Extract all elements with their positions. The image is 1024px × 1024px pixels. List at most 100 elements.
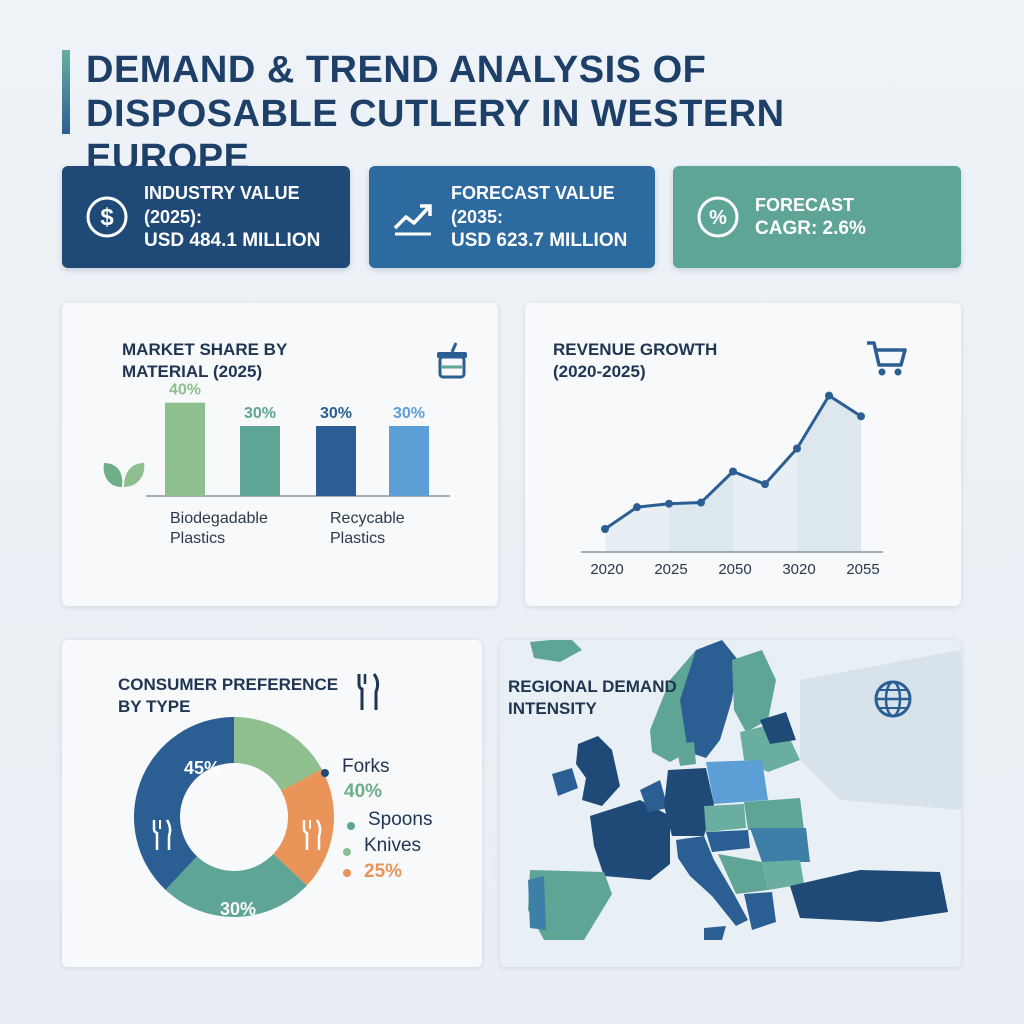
trend-up-icon [393, 204, 432, 236]
map-france [590, 800, 670, 880]
bar-value-label-1: 30% [244, 405, 276, 422]
map-greece [744, 892, 776, 930]
kpi-cagr-label: FORECAST [755, 195, 854, 215]
legend-pct-2: 25% [364, 861, 403, 882]
revenue-growth-card: REVENUE GROWTH (2020-2025) 2020 2025 2050 3… [525, 303, 961, 606]
kpi-industry-value: $ INDUSTRY VALUE (2025): USD 484.1 MILLI… [62, 166, 350, 268]
legend-label-spoons: Spoons [368, 809, 433, 830]
svg-text:%: % [709, 207, 727, 229]
fork-knife-glyph-left-icon [152, 819, 172, 850]
map-balkans [718, 854, 768, 894]
legend-dot-orange [343, 869, 351, 877]
kpi-forecast-value: FORECAST VALUE (2035: USD 623.7 MILLION [369, 166, 655, 268]
map-portugal [528, 876, 546, 930]
preference-donut-chart: 45% 30% [134, 717, 335, 919]
page-title: DEMAND & TREND ANALYSIS OF DISPOSABLE CU… [86, 49, 785, 179]
donut-label-2: 30% [220, 899, 256, 919]
bar-2 [316, 426, 356, 496]
europe-map [528, 640, 961, 940]
bar-value-label-0: 40% [169, 382, 201, 399]
kpi-cagr-value-text: CAGR: 2.6% [755, 218, 866, 239]
legend-label-knives: Knives [364, 835, 422, 856]
map-iceland [530, 640, 582, 662]
title-block: DEMAND & TREND ANALYSIS OF DISPOSABLE CU… [62, 48, 962, 179]
kpi-industry-value-text: USD 484.1 MILLION [144, 230, 321, 251]
svg-text:$: $ [100, 204, 114, 231]
map-norway [650, 650, 696, 762]
market-share-card: MARKET SHARE BY MATERIAL (2025) 40% 30% 30… [62, 303, 498, 606]
legend-dot-spoons [347, 822, 355, 830]
revenue-point-0 [601, 525, 609, 533]
cup-icon [437, 342, 467, 379]
bar-category-label-2: Recycable Plastics [330, 510, 405, 547]
bar-category-label-1: Biodegadable Plastics [170, 510, 268, 547]
revenue-point-8 [857, 412, 865, 421]
market-share-title: MARKET SHARE BY MATERIAL (2025) [122, 340, 288, 381]
map-germany [664, 768, 714, 836]
revenue-x-tick-0: 2020 [590, 561, 623, 578]
market-share-bar-chart: 40% 30% 30% 30% [146, 382, 450, 497]
leaf-icon [103, 463, 145, 487]
revenue-point-6 [793, 444, 801, 453]
bar-0 [165, 402, 205, 496]
donut-slice-navy [134, 717, 234, 890]
map-turkey [790, 870, 948, 922]
kpi-industry-label: INDUSTRY VALUE (2025): [144, 183, 300, 227]
map-poland [706, 760, 768, 804]
revenue-point-1 [633, 503, 641, 512]
map-denmark [676, 742, 696, 766]
map-italy [676, 836, 748, 926]
map-ireland [552, 768, 578, 796]
revenue-area-panel-2 [733, 448, 797, 552]
map-czech [704, 804, 746, 832]
donut-slice-teal [165, 853, 307, 917]
map-romania [750, 828, 810, 862]
kpi-cagr: % FORECAST CAGR: 2.6% [673, 166, 961, 268]
regional-demand-card: REGIONAL DEMAND INTENSITY [500, 640, 961, 967]
map-ukraine-west [744, 798, 804, 830]
revenue-point-4 [729, 467, 737, 476]
revenue-x-tick-1: 2025 [654, 561, 687, 578]
cart-icon [867, 341, 907, 376]
map-bulgaria [762, 860, 804, 890]
regional-title: REGIONAL DEMAND INTENSITY [508, 677, 677, 718]
title-accent-bar [62, 50, 70, 134]
legend-dot-forks [321, 769, 329, 777]
revenue-x-tick-2: 2050 [718, 561, 751, 578]
revenue-x-tick-3: 3020 [782, 561, 815, 578]
kpi-forecast-value-text: USD 623.7 MILLION [451, 230, 628, 251]
preference-title: CONSUMER PREFERENCE BY TYPE [118, 675, 339, 716]
fork-knife-glyph-right-icon [302, 819, 322, 850]
legend-dot-knives [343, 848, 351, 856]
revenue-area-panel-0 [605, 503, 669, 552]
map-spain [528, 870, 612, 940]
kpi-forecast-label: FORECAST VALUE (2035: [451, 183, 615, 227]
bar-value-label-2: 30% [320, 405, 352, 422]
revenue-x-tick-4: 2055 [846, 561, 879, 578]
donut-slice-light-green [234, 717, 322, 791]
percent-icon: % [697, 196, 739, 238]
bar-3 [389, 426, 429, 496]
bar-1 [240, 426, 280, 496]
map-finland [732, 650, 776, 732]
map-austria [706, 830, 750, 852]
map-estonia [760, 712, 796, 744]
revenue-area-panel-1 [669, 471, 733, 552]
revenue-growth-title: REVENUE GROWTH (2020-2025) [553, 340, 718, 381]
map-uk [576, 736, 620, 806]
legend-label-forks: Forks [342, 756, 390, 777]
map-russia [800, 650, 961, 810]
legend-pct-1: 40% [344, 781, 383, 802]
bar-value-label-3: 30% [393, 405, 425, 422]
revenue-point-3 [697, 498, 705, 507]
map-sicily [704, 926, 726, 940]
donut-label-0: 45% [184, 758, 220, 778]
dollar-icon: $ [86, 196, 128, 238]
fork-knife-icon [357, 673, 380, 710]
revenue-area-panel-3 [797, 395, 861, 552]
revenue-point-2 [665, 499, 673, 508]
map-benelux [640, 780, 668, 812]
revenue-point-7 [825, 391, 833, 400]
globe-icon [874, 680, 912, 718]
revenue-line-chart: 2020 2025 2050 3020 2055 [581, 391, 883, 578]
